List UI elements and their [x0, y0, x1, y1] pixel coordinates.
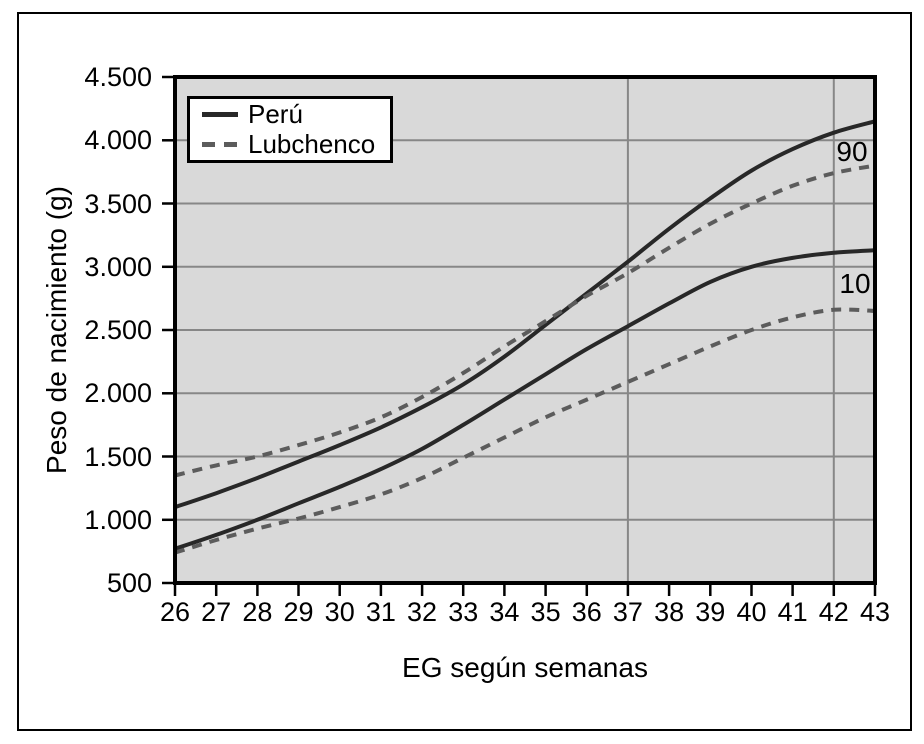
x-tick-label: 29 — [283, 597, 314, 627]
x-tick-label: 42 — [818, 597, 849, 627]
plot-frame — [173, 75, 877, 585]
dashed-line-swatch — [202, 142, 238, 147]
x-tick-label: 41 — [777, 597, 808, 627]
x-tick-label: 30 — [324, 597, 355, 627]
x-tick-label: 37 — [612, 597, 643, 627]
x-tick-label: 27 — [201, 597, 232, 627]
x-tick-label: 39 — [695, 597, 726, 627]
legend-item-lubchenco: Lubchenco — [202, 130, 390, 159]
y-tick-label: 2.500 — [84, 315, 152, 345]
percentile-90-label: 90 — [836, 136, 868, 167]
x-axis-title: EG según semanas — [402, 652, 648, 683]
x-tick-label: 28 — [242, 597, 273, 627]
x-tick-label: 35 — [530, 597, 561, 627]
y-tick-label: 3.500 — [84, 188, 152, 219]
legend: Perú Lubchenco — [187, 96, 393, 163]
x-tick-label: 31 — [365, 597, 396, 627]
y-tick-label: 3.000 — [84, 251, 152, 282]
x-tick-label: 32 — [407, 597, 438, 627]
y-tick-label: 1.000 — [84, 504, 152, 535]
curve-per-p10 — [174, 248, 876, 551]
y-tick-label: 2.000 — [84, 378, 152, 409]
legend-label-peru: Perú — [248, 99, 303, 129]
x-tick-label: 43 — [859, 597, 891, 627]
x-tick-label: 40 — [736, 597, 767, 627]
curve-lubchenco-p90 — [174, 163, 876, 478]
curve-per-p90 — [174, 119, 876, 509]
x-tick-label: 26 — [159, 597, 191, 627]
y-tick-label: 4.000 — [84, 125, 152, 156]
x-tick-label: 36 — [571, 597, 602, 627]
y-tick-label: 500 — [106, 568, 152, 598]
legend-item-peru: Perú — [202, 100, 390, 129]
legend-label-lubchenco: Lubchenco — [248, 129, 376, 159]
solid-line-swatch — [202, 112, 238, 117]
x-tick-label: 34 — [489, 597, 520, 627]
x-tick-label: 38 — [654, 597, 685, 627]
y-tick-label: 4.500 — [84, 62, 152, 92]
y-tick-label: 1.500 — [84, 441, 152, 472]
x-tick-label: 33 — [448, 597, 479, 627]
percentile-10-label: 10 — [839, 268, 871, 299]
